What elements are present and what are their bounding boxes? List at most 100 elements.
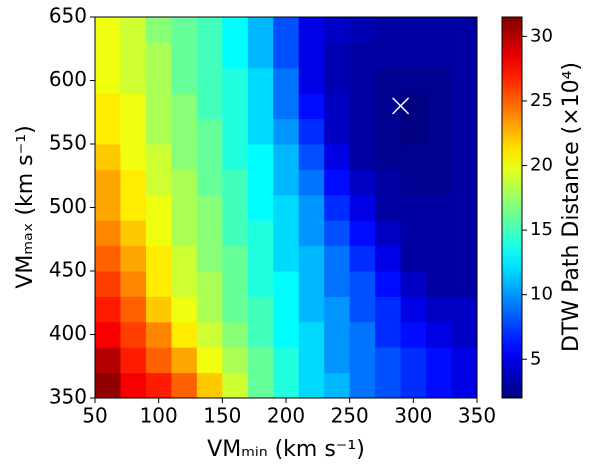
heatmap-cell — [273, 296, 300, 323]
heatmap-cell — [222, 321, 249, 348]
heatmap-cell — [451, 42, 478, 69]
heatmap-cell — [95, 296, 121, 323]
heatmap-cell — [145, 372, 172, 399]
heatmap-cell — [349, 169, 376, 196]
heatmap-cell — [375, 93, 402, 120]
heatmap-cell — [222, 67, 249, 94]
heatmap-cell — [171, 347, 198, 374]
x-tick-label: 50 — [82, 404, 107, 428]
heatmap-cell — [171, 271, 198, 297]
heatmap-cell — [324, 194, 351, 221]
heatmap-cell — [145, 144, 172, 170]
heatmap-cell — [273, 93, 300, 120]
heatmap-cell — [375, 245, 402, 272]
heatmap-cell — [120, 118, 147, 145]
heatmap-cell — [196, 372, 223, 399]
x-tick-label: 300 — [394, 404, 432, 428]
heatmap-cell — [375, 372, 402, 399]
heatmap-cell — [120, 321, 147, 348]
heatmap-cell — [120, 271, 147, 297]
heatmap-cell — [375, 271, 402, 297]
heatmap-cell — [426, 372, 453, 399]
heatmap-cell — [247, 42, 274, 69]
heatmap-cell — [400, 194, 427, 221]
heatmap-cell — [273, 372, 300, 399]
colorbar-tick-label: 20 — [530, 155, 553, 176]
heatmap-cell — [400, 67, 427, 94]
heatmap-cell — [145, 220, 172, 247]
y-tick-label: 400 — [49, 321, 87, 345]
heatmap-cell — [120, 42, 147, 69]
heatmap-cell — [171, 118, 198, 145]
heatmap-cell — [196, 169, 223, 196]
heatmap-cell — [451, 67, 478, 94]
heatmap-cell — [247, 144, 274, 170]
heatmap-cell — [196, 245, 223, 272]
heatmap-cell — [273, 220, 300, 247]
heatmap-cell — [400, 144, 427, 170]
heatmap-cell — [426, 93, 453, 120]
heatmap-cell — [171, 194, 198, 221]
heatmap-cell — [95, 220, 121, 247]
heatmap-cell — [145, 42, 172, 69]
heatmap-cell — [145, 194, 172, 221]
heatmap-cell — [120, 296, 147, 323]
heatmap-cell — [298, 194, 325, 221]
heatmap-cell — [95, 42, 121, 69]
heatmap-cell — [222, 271, 249, 297]
heatmap-cell — [247, 17, 274, 43]
y-tick-label: 500 — [49, 194, 87, 218]
heatmap-cell — [324, 93, 351, 120]
heatmap-cell — [451, 347, 478, 374]
heatmap-cell — [451, 194, 478, 221]
heatmap-cell — [400, 372, 427, 399]
heatmap-cell — [324, 144, 351, 170]
heatmap-cell — [375, 144, 402, 170]
heatmap-cell — [324, 321, 351, 348]
heatmap-cell — [375, 17, 402, 43]
heatmap-cell — [171, 42, 198, 69]
heatmap-cell — [145, 93, 172, 120]
heatmap-cell — [451, 271, 478, 297]
heatmap-cell — [171, 17, 198, 43]
heatmap-cell — [273, 144, 300, 170]
heatmap-cell — [451, 372, 478, 399]
heatmap-cell — [400, 93, 427, 120]
heatmap-cell — [375, 169, 402, 196]
heatmap-cell — [95, 169, 121, 196]
heatmap-cell — [95, 93, 121, 120]
colorbar-tick-label: 5 — [530, 348, 541, 369]
colorbar-tick-label: 10 — [530, 284, 553, 305]
heatmap-cell — [451, 144, 478, 170]
heatmap-cell — [349, 220, 376, 247]
heatmap-cell — [349, 118, 376, 145]
heatmap-cell — [95, 194, 121, 221]
heatmap-cell — [95, 271, 121, 297]
colorbar-label: DTW Path Distance (×10⁴) — [559, 62, 584, 352]
heatmap-cell — [247, 93, 274, 120]
heatmap-cell — [400, 17, 427, 43]
heatmap-cell — [95, 67, 121, 94]
heatmap-cell — [426, 42, 453, 69]
colorbar — [501, 16, 523, 399]
heatmap-cell — [400, 118, 427, 145]
heatmap-cell — [298, 67, 325, 94]
heatmap-cell — [120, 372, 147, 399]
heatmap-cell — [145, 17, 172, 43]
heatmap-cell — [451, 220, 478, 247]
heatmap-cell — [426, 245, 453, 272]
heatmap-cell — [426, 271, 453, 297]
heatmap-cell — [426, 144, 453, 170]
heatmap-cell — [273, 17, 300, 43]
heatmap-cell — [171, 245, 198, 272]
y-tick-label: 650 — [49, 4, 87, 28]
heatmap-cell — [120, 347, 147, 374]
heatmap-cell — [145, 245, 172, 272]
heatmap-cell — [145, 347, 172, 374]
heatmap-cell — [171, 93, 198, 120]
heatmap-cell — [273, 67, 300, 94]
heatmap-cell — [451, 296, 478, 323]
heatmap-cell — [400, 245, 427, 272]
heatmap-cell — [222, 245, 249, 272]
